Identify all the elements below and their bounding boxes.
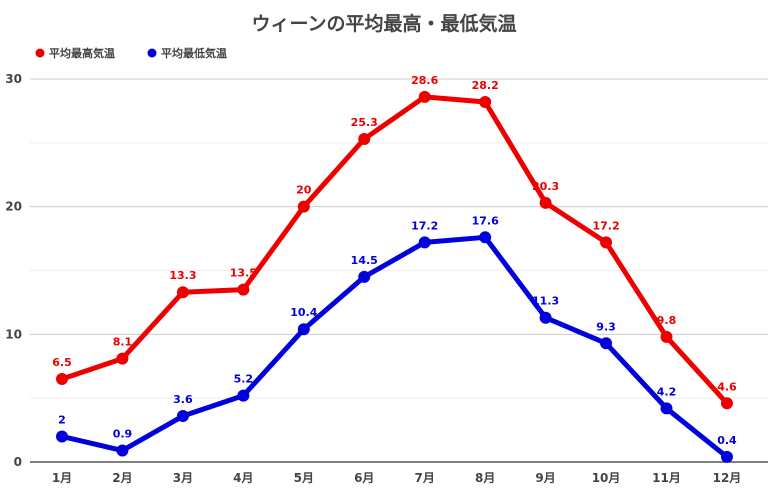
data-label: 4.6 <box>717 380 737 393</box>
data-label: 17.2 <box>411 219 438 232</box>
legend: 平均最高気温 平均最低気温 <box>35 46 227 60</box>
data-label: 2 <box>58 413 66 426</box>
data-label: 28.6 <box>411 74 438 87</box>
data-label: 9.3 <box>596 320 616 333</box>
data-point <box>176 286 189 299</box>
data-point <box>176 410 189 423</box>
data-point <box>720 450 733 463</box>
data-point <box>116 444 129 457</box>
data-label: 28.2 <box>472 79 499 92</box>
data-label: 13.3 <box>169 269 196 282</box>
legend-label: 平均最高気温 <box>49 46 115 60</box>
data-label: 17.6 <box>472 214 499 227</box>
data-label: 17.2 <box>592 219 619 232</box>
data-label: 20.3 <box>532 180 559 193</box>
data-point <box>660 402 673 415</box>
y-tick-label: 20 <box>5 200 22 214</box>
data-label: 14.5 <box>351 254 378 267</box>
data-point <box>720 397 733 410</box>
data-point <box>539 196 552 209</box>
series-group: 6.5 8.1 13.3 13.5 20 25.3 28.6 28.2 20.3 17.2 9.8 4… <box>52 74 737 463</box>
data-point <box>116 352 129 365</box>
data-point <box>600 337 613 350</box>
x-tick-label: 7月 <box>415 471 435 485</box>
data-point <box>660 330 673 343</box>
data-label: 6.5 <box>52 356 72 369</box>
x-tick-label: 9月 <box>535 471 555 485</box>
y-tick-label: 30 <box>5 72 22 86</box>
data-point <box>358 133 371 146</box>
y-tick-label: 10 <box>5 327 22 341</box>
data-point <box>297 323 310 336</box>
data-point <box>479 231 492 244</box>
axes: 0 10 20 30 1月 2月 3月 4月 5月 6月 7月 8月 9月 10月 11月 12月 <box>5 72 741 485</box>
y-tick-label: 0 <box>14 455 22 469</box>
x-tick-label: 3月 <box>173 471 193 485</box>
data-point <box>297 200 310 213</box>
legend-marker <box>35 48 45 58</box>
data-label: 13.5 <box>230 267 257 280</box>
data-label: 5.2 <box>234 373 254 386</box>
data-point <box>418 90 431 103</box>
data-label: 0.9 <box>113 428 133 441</box>
gridlines <box>30 78 768 463</box>
legend-label: 平均最低気温 <box>161 46 227 60</box>
x-tick-label: 6月 <box>354 471 374 485</box>
x-tick-label: 4月 <box>233 471 253 485</box>
x-tick-label: 12月 <box>713 471 742 485</box>
data-point <box>237 389 250 402</box>
x-tick-label: 10月 <box>592 471 621 485</box>
data-point <box>600 236 613 249</box>
x-tick-label: 2月 <box>112 471 132 485</box>
x-tick-label: 8月 <box>475 471 495 485</box>
series-line <box>61 94 729 405</box>
data-label: 0.4 <box>717 434 737 447</box>
data-label: 4.2 <box>657 385 677 398</box>
data-label: 3.6 <box>173 393 193 406</box>
data-point <box>479 95 492 108</box>
data-point <box>539 311 552 324</box>
data-point <box>237 283 250 296</box>
legend-marker <box>147 48 157 58</box>
data-label: 10.4 <box>290 306 317 319</box>
data-label: 9.8 <box>657 314 677 327</box>
data-label: 20 <box>296 184 312 197</box>
x-tick-label: 5月 <box>294 471 314 485</box>
series-line <box>61 234 729 459</box>
data-label: 11.3 <box>532 295 559 308</box>
x-tick-label: 11月 <box>652 471 681 485</box>
data-point <box>358 270 371 283</box>
chart-title: ウィーンの平均最高・最低気温 <box>251 12 516 35</box>
data-point <box>418 236 431 249</box>
x-tick-label: 1月 <box>52 471 72 485</box>
data-point <box>56 373 68 386</box>
data-label: 25.3 <box>351 116 378 129</box>
data-label: 8.1 <box>113 336 133 349</box>
data-point <box>56 430 68 443</box>
